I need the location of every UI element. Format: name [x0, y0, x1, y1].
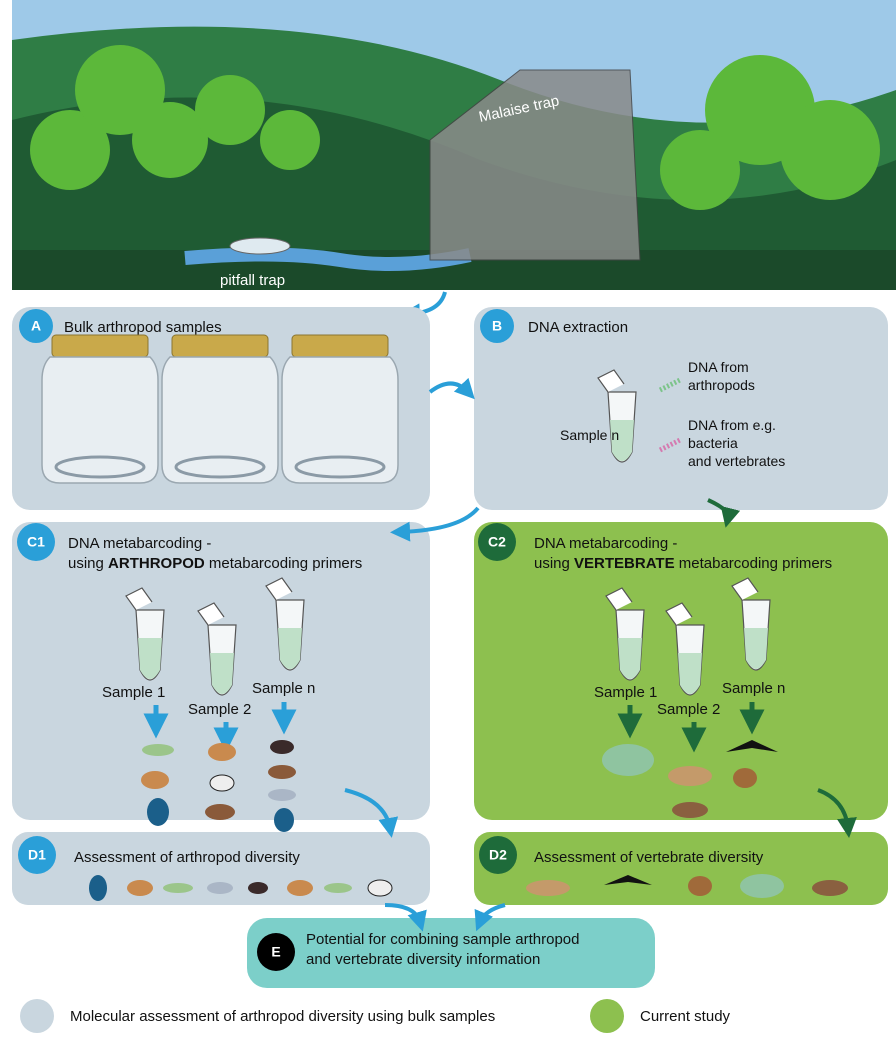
- panel-title: Assessment of arthropod diversity: [74, 849, 300, 866]
- field-scene: Malaise trap pitfall trap: [12, 0, 896, 290]
- sample-label: Sample 2: [188, 701, 251, 718]
- figure: Malaise trap pitfall trap A B C1 C2 D1 D…: [0, 0, 896, 1033]
- panel-b: [474, 307, 888, 510]
- badge: E: [271, 944, 280, 960]
- panel-title: DNA extraction: [528, 319, 628, 336]
- sample-label: Sample 1: [594, 684, 657, 701]
- sample-label: Sample 2: [657, 701, 720, 718]
- sample-label: Sample 1: [102, 684, 165, 701]
- panel-title: Bulk arthropod samples: [64, 319, 222, 336]
- pitfall-label: pitfall trap: [220, 272, 285, 289]
- sample-label: Sample n: [722, 680, 785, 697]
- sample-label: Sample n: [252, 680, 315, 697]
- legend: Molecular assessment of arthropod divers…: [20, 999, 731, 1033]
- badge: C1: [27, 534, 45, 550]
- badge: B: [492, 318, 502, 334]
- badge: C2: [488, 534, 506, 550]
- badge: D2: [489, 847, 507, 863]
- panel-title: Assessment of vertebrate diversity: [534, 849, 764, 866]
- badge: A: [31, 318, 41, 334]
- legend-label: Molecular assessment of arthropod divers…: [70, 1008, 495, 1025]
- badge: D1: [28, 847, 46, 863]
- panel-d1: [12, 832, 430, 905]
- legend-label: Current study: [640, 1008, 731, 1025]
- sample-label: Sample n: [560, 427, 619, 443]
